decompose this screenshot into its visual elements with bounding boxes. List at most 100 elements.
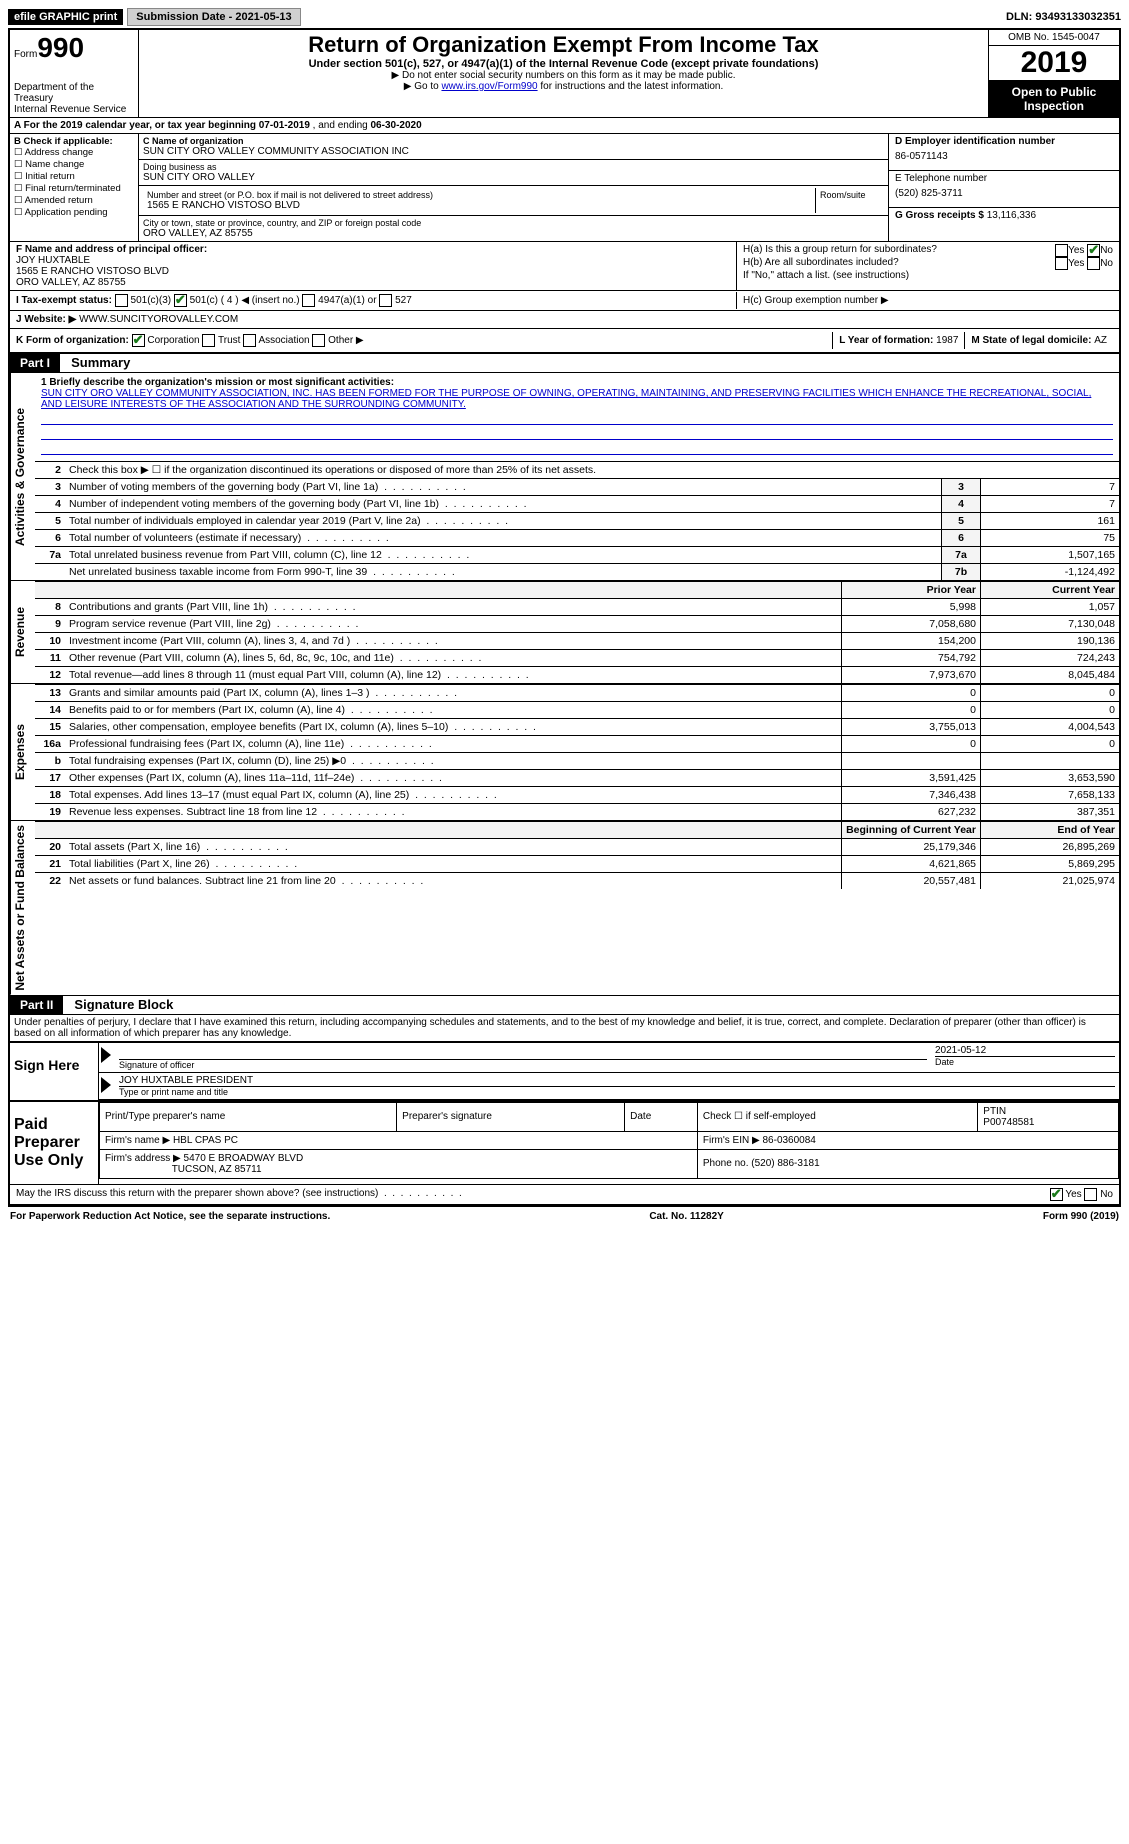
part2-header-row: Part II Signature Block xyxy=(10,995,1119,1014)
mission-block: 1 Briefly describe the organization's mi… xyxy=(35,373,1119,461)
chk-application-pending[interactable]: ☐ Application pending xyxy=(14,207,134,218)
prep-sig-hdr: Preparer's signature xyxy=(397,1102,625,1131)
year-cell: OMB No. 1545-0047 2019 Open to Public In… xyxy=(988,30,1119,117)
form-number-cell: Form990 Department of the Treasury Inter… xyxy=(10,30,139,117)
dba-value: SUN CITY ORO VALLEY xyxy=(143,172,884,183)
footer-mid: Cat. No. 11282Y xyxy=(649,1211,723,1222)
part2-title: Signature Block xyxy=(66,997,173,1012)
website-value: WWW.SUNCITYOROVALLEY.COM xyxy=(79,314,238,325)
row-a-mid: , and ending xyxy=(313,120,371,131)
firm-ein: 86-0360084 xyxy=(762,1135,815,1146)
addr-label: Number and street (or P.O. box if mail i… xyxy=(147,190,811,200)
chk-trust[interactable] xyxy=(202,334,215,347)
prep-selfemp[interactable]: Check ☐ if self-employed xyxy=(697,1102,977,1131)
ssn-warning: ▶ Do not enter social security numbers o… xyxy=(145,70,982,81)
officer-name-field: JOY HUXTABLE PRESIDENT Type or print nam… xyxy=(115,1073,1119,1099)
netassets-section: Net Assets or Fund Balances Beginning of… xyxy=(10,820,1119,995)
ha-yes-checkbox[interactable] xyxy=(1055,244,1068,257)
sign-date-field: 2021-05-12 Date xyxy=(931,1043,1119,1072)
domicile-label: M State of legal domicile: xyxy=(971,335,1094,346)
sign-date-label: Date xyxy=(935,1056,1115,1067)
form-header: Form990 Department of the Treasury Inter… xyxy=(10,30,1119,118)
col-de: D Employer identification number 86-0571… xyxy=(888,134,1119,241)
open-public-badge: Open to Public Inspection xyxy=(989,81,1119,117)
org-name: SUN CITY ORO VALLEY COMMUNITY ASSOCIATIO… xyxy=(143,146,884,157)
submission-date-button[interactable]: Submission Date - 2021-05-13 xyxy=(127,8,300,26)
main-title: Return of Organization Exempt From Incom… xyxy=(145,32,982,58)
officer-name-label: Type or print name and title xyxy=(119,1086,1115,1097)
hb-label: H(b) Are all subordinates included? xyxy=(743,257,899,270)
firm-ein-label: Firm's EIN ▶ xyxy=(703,1135,763,1146)
dln: DLN: 93493133032351 xyxy=(1006,11,1121,23)
expenses-table: 13Grants and similar amounts paid (Part … xyxy=(35,684,1119,820)
chk-501c3[interactable] xyxy=(115,294,128,307)
discuss-yes-checkbox[interactable] xyxy=(1050,1188,1063,1201)
preparer-title: Paid Preparer Use Only xyxy=(10,1102,99,1184)
chk-association[interactable] xyxy=(243,334,256,347)
firm-addr2: TUCSON, AZ 85711 xyxy=(172,1164,262,1175)
sign-date: 2021-05-12 xyxy=(935,1045,1115,1056)
subtitle: Under section 501(c), 527, or 4947(a)(1)… xyxy=(145,58,982,70)
line2-text: Check this box ▶ ☐ if the organization d… xyxy=(65,462,1119,479)
table-row: 12Total revenue—add lines 8 through 11 (… xyxy=(35,667,1119,684)
chk-corporation[interactable] xyxy=(132,334,145,347)
table-row: 4Number of independent voting members of… xyxy=(35,496,1119,513)
ha-no-checkbox[interactable] xyxy=(1087,244,1100,257)
table-row: 22Net assets or fund balances. Subtract … xyxy=(35,873,1119,890)
hb-yes-checkbox[interactable] xyxy=(1055,257,1068,270)
dba-label: Doing business as xyxy=(143,162,884,172)
table-row: 5Total number of individuals employed in… xyxy=(35,513,1119,530)
chk-final-return[interactable]: ☐ Final return/terminated xyxy=(14,183,134,194)
col-b: B Check if applicable: ☐ Address change … xyxy=(10,134,139,241)
irs-link[interactable]: www.irs.gov/Form990 xyxy=(441,81,537,92)
chk-4947[interactable] xyxy=(302,294,315,307)
ha-label: H(a) Is this a group return for subordin… xyxy=(743,244,937,257)
hb-no-checkbox[interactable] xyxy=(1087,257,1100,270)
dept-label: Department of the Treasury Internal Reve… xyxy=(14,82,134,115)
revenue-table: Prior YearCurrent Year 8Contributions an… xyxy=(35,581,1119,683)
revenue-label: Revenue xyxy=(10,581,35,683)
chk-527[interactable] xyxy=(379,294,392,307)
officer-block: F Name and address of principal officer:… xyxy=(10,242,736,290)
gross-label: G Gross receipts $ xyxy=(895,210,987,221)
part1-badge: Part I xyxy=(10,354,60,372)
h-block: H(a) Is this a group return for subordin… xyxy=(736,242,1119,290)
officer-label: F Name and address of principal officer: xyxy=(16,244,207,255)
arrow-icon xyxy=(101,1047,111,1063)
city-value: ORO VALLEY, AZ 85755 xyxy=(143,228,884,239)
table-row: 20Total assets (Part X, line 16)25,179,3… xyxy=(35,839,1119,856)
end-year-hdr: End of Year xyxy=(981,822,1120,839)
ein-value: 86-0571143 xyxy=(889,149,1119,164)
table-row: 3Number of voting members of the governi… xyxy=(35,479,1119,496)
row-a-prefix: A For the 2019 calendar year, or tax yea… xyxy=(14,120,259,131)
part1-header-row: Part I Summary xyxy=(10,353,1119,372)
governance-label: Activities & Governance xyxy=(10,373,35,580)
city-label: City or town, state or province, country… xyxy=(143,218,884,228)
discuss-question: May the IRS discuss this return with the… xyxy=(16,1188,378,1199)
chk-name-change[interactable]: ☐ Name change xyxy=(14,159,134,170)
chk-address-change[interactable]: ☐ Address change xyxy=(14,147,134,158)
chk-501c[interactable] xyxy=(174,294,187,307)
col-c: C Name of organization SUN CITY ORO VALL… xyxy=(139,134,888,241)
form-org-label: K Form of organization: xyxy=(16,335,129,346)
room-label: Room/suite xyxy=(816,188,884,213)
prep-name-hdr: Print/Type preparer's name xyxy=(100,1102,397,1131)
table-row: 8Contributions and grants (Part VIII, li… xyxy=(35,599,1119,616)
chk-initial-return[interactable]: ☐ Initial return xyxy=(14,171,134,182)
discuss-no-checkbox[interactable] xyxy=(1084,1188,1097,1201)
table-row: 7aTotal unrelated business revenue from … xyxy=(35,547,1119,564)
chk-other[interactable] xyxy=(312,334,325,347)
table-row: 18Total expenses. Add lines 13–17 (must … xyxy=(35,787,1119,804)
signature-field[interactable]: Signature of officer xyxy=(115,1043,931,1072)
goto-suffix: for instructions and the latest informat… xyxy=(538,81,724,92)
ptin-label: PTIN xyxy=(983,1106,1006,1117)
firm-phone: (520) 886-3181 xyxy=(751,1158,819,1169)
begin-year-hdr: Beginning of Current Year xyxy=(842,822,981,839)
signature-label: Signature of officer xyxy=(119,1059,927,1070)
chk-amended-return[interactable]: ☐ Amended return xyxy=(14,195,134,206)
year-end: 06-30-2020 xyxy=(371,120,422,131)
discuss-row: May the IRS discuss this return with the… xyxy=(10,1184,1119,1204)
website-label: J Website: ▶ xyxy=(16,314,79,325)
table-row: Net unrelated business taxable income fr… xyxy=(35,564,1119,581)
title-cell: Return of Organization Exempt From Incom… xyxy=(139,30,988,117)
